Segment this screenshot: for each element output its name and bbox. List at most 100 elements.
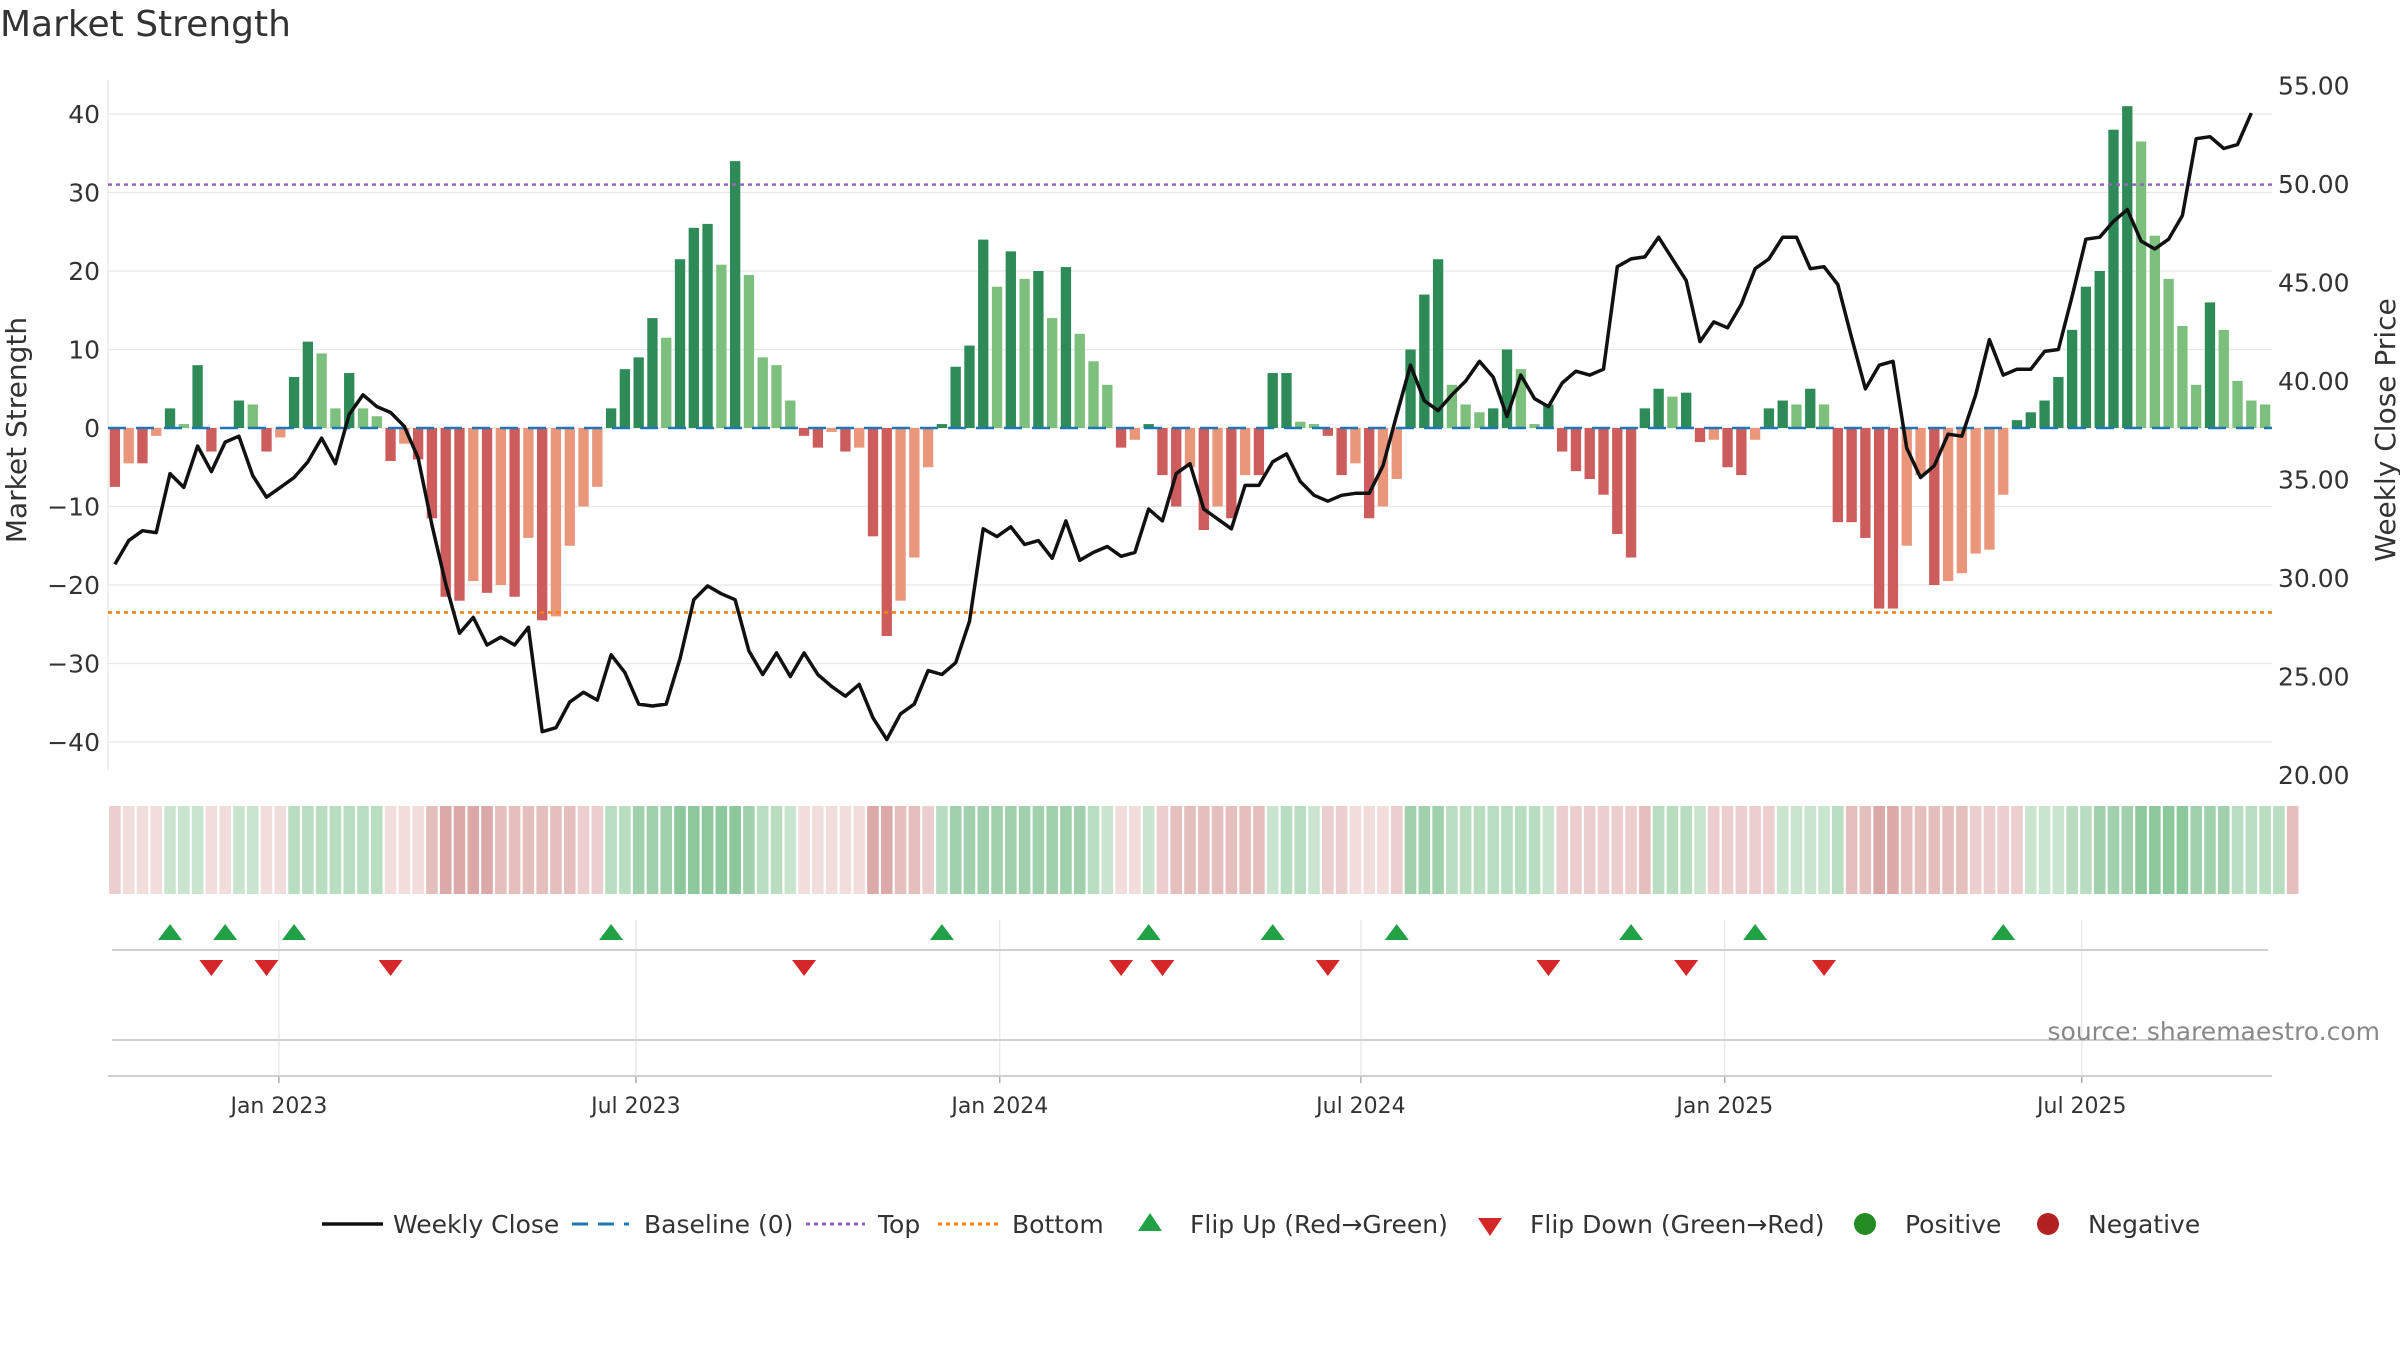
heat-cell bbox=[1432, 806, 1444, 894]
heat-cell bbox=[729, 806, 741, 894]
heat-cell bbox=[701, 806, 714, 894]
heat-cell bbox=[605, 806, 617, 894]
heat-cell bbox=[2204, 806, 2216, 894]
heat-cell bbox=[798, 806, 810, 894]
heat-cell bbox=[1528, 806, 1541, 894]
heat-cell bbox=[1211, 806, 1224, 894]
heat-cell bbox=[426, 806, 438, 894]
heat-cell bbox=[2066, 806, 2078, 894]
heat-cell bbox=[2245, 806, 2258, 894]
heat-cell bbox=[384, 806, 397, 894]
strength-bar bbox=[1556, 428, 1568, 452]
legend-item-bottom: Bottom bbox=[938, 1210, 1104, 1239]
heat-cell bbox=[1363, 806, 1375, 894]
strength-bar bbox=[1184, 428, 1196, 468]
heat-cell bbox=[1763, 806, 1775, 894]
heat-cell bbox=[1335, 806, 1348, 894]
flip-up-marker bbox=[1260, 924, 1285, 940]
heat-cell bbox=[1280, 806, 1293, 894]
strength-bar bbox=[1308, 424, 1320, 428]
heat-cell bbox=[1832, 806, 1844, 894]
strength-bar bbox=[578, 428, 589, 507]
heat-cell bbox=[1818, 806, 1830, 894]
flip-up-icon bbox=[1138, 1213, 1162, 1231]
heat-cell bbox=[164, 806, 176, 894]
flip-up-marker bbox=[282, 924, 307, 940]
strength-bar bbox=[2053, 376, 2064, 428]
strength-bar bbox=[922, 428, 934, 468]
heat-cell bbox=[2052, 806, 2065, 894]
strength-bar bbox=[247, 404, 258, 428]
heat-cell bbox=[191, 806, 204, 894]
heat-cell bbox=[1101, 806, 1114, 894]
heat-cell bbox=[1749, 806, 1761, 894]
strength-bar bbox=[633, 357, 644, 428]
strength-bar bbox=[1887, 428, 1899, 609]
strength-bar bbox=[1212, 428, 1223, 507]
y-tick-label: −40 bbox=[47, 728, 100, 757]
heat-cell bbox=[922, 806, 934, 894]
strength-bar bbox=[288, 376, 300, 428]
strength-bar bbox=[1832, 428, 1843, 523]
strength-bar bbox=[164, 408, 176, 428]
heat-cell bbox=[1184, 806, 1196, 894]
strength-bar bbox=[523, 428, 534, 538]
source-annotation: source: sharemaestro.com bbox=[2048, 1017, 2381, 1046]
strength-bar bbox=[1350, 428, 1361, 464]
legend-label-bottom: Bottom bbox=[1012, 1210, 1104, 1239]
flip-up-marker bbox=[1991, 924, 2016, 940]
heat-cell bbox=[1583, 806, 1596, 894]
legend-label-positive: Positive bbox=[1905, 1210, 2001, 1239]
flip-down-marker bbox=[1536, 960, 1561, 976]
legend-item-top: Top bbox=[806, 1210, 920, 1239]
grid-layer bbox=[107, 80, 2272, 1083]
strength-bar bbox=[1846, 428, 1857, 523]
strength-bar bbox=[2232, 380, 2243, 428]
strength-bar bbox=[1253, 428, 1265, 476]
y2-tick-label: 40.00 bbox=[2278, 367, 2350, 396]
heat-cell bbox=[1404, 806, 1417, 894]
strength-bar bbox=[1033, 271, 1044, 428]
strength-bar bbox=[1791, 404, 1802, 428]
strength-bar bbox=[1019, 278, 1030, 428]
strength-bar bbox=[192, 365, 203, 428]
strength-bar bbox=[1405, 349, 1416, 428]
strength-bar bbox=[1143, 424, 1154, 428]
heat-cell bbox=[1142, 806, 1155, 894]
strength-bar bbox=[867, 428, 879, 537]
strength-bar bbox=[1805, 388, 1816, 428]
heat-cell bbox=[2259, 806, 2271, 894]
strength-bar bbox=[385, 428, 396, 461]
legend-item-flip-down: Flip Down (Green→Red) bbox=[1478, 1210, 1825, 1239]
heat-cell bbox=[1597, 806, 1610, 894]
chart-title: Market Strength bbox=[0, 4, 291, 45]
reference-lines bbox=[108, 183, 2272, 614]
heat-cell bbox=[991, 806, 1003, 894]
flip-up-marker bbox=[599, 924, 624, 940]
flip-up-marker bbox=[1743, 924, 1768, 940]
strength-bar bbox=[2094, 271, 2105, 428]
strength-bar bbox=[2108, 129, 2119, 428]
y-tick-label: −30 bbox=[47, 650, 100, 679]
strength-bar bbox=[1226, 428, 1237, 519]
heat-cell bbox=[219, 806, 231, 894]
heat-cell bbox=[1239, 806, 1251, 894]
heat-cell bbox=[2190, 806, 2202, 894]
strength-bar bbox=[798, 428, 810, 436]
legend-label-weekly-close: Weekly Close bbox=[393, 1210, 559, 1239]
flip-down-marker bbox=[199, 960, 224, 976]
heat-cell bbox=[178, 806, 190, 894]
legend-item-positive: Positive bbox=[1854, 1210, 2001, 1239]
legend-item-baseline: Baseline (0) bbox=[572, 1210, 793, 1239]
heat-cell bbox=[1790, 806, 1803, 894]
heat-cell bbox=[646, 806, 659, 894]
flip-down-marker bbox=[378, 960, 403, 976]
strength-bar bbox=[1694, 428, 1706, 443]
heat-cell bbox=[1349, 806, 1362, 894]
heat-cell bbox=[136, 806, 149, 894]
heat-cell bbox=[812, 806, 824, 894]
heat-cell bbox=[894, 806, 907, 894]
heat-cell bbox=[481, 806, 493, 894]
heat-cell bbox=[233, 806, 245, 894]
heat-cell bbox=[1611, 806, 1624, 894]
